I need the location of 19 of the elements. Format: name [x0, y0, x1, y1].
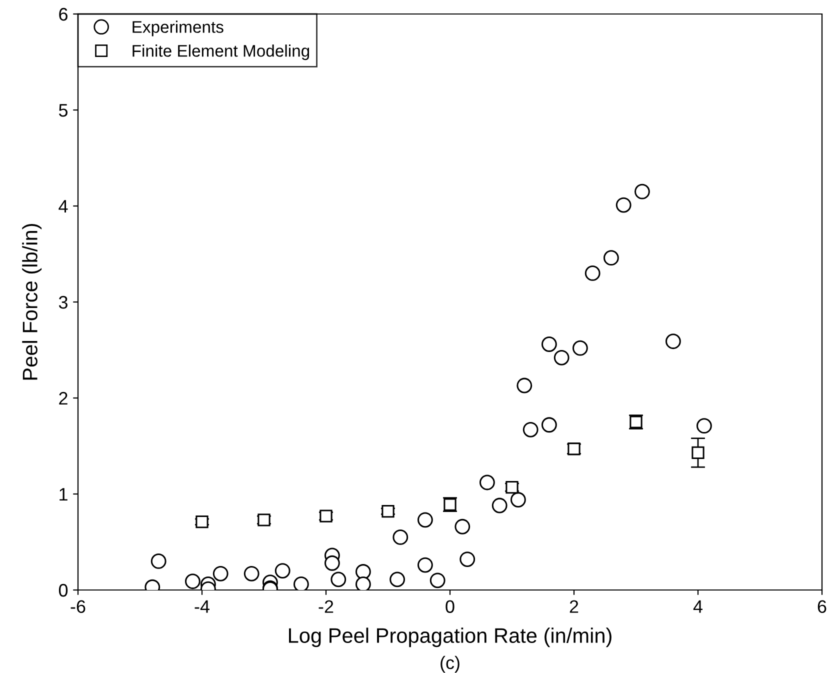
x-tick-label: 0: [446, 600, 454, 613]
x-tick-label: -2: [318, 600, 334, 613]
y-tick-label: 1: [60, 488, 68, 501]
text: (c): [440, 656, 460, 673]
x-tick-label: 4: [693, 600, 702, 613]
y-tick-label: 3: [58, 296, 68, 309]
x-tick-label: -4: [194, 600, 210, 613]
y-tick-label: 2: [59, 392, 68, 405]
x-axis-title: Log Peel Propagation Rate (in/min): [289, 628, 612, 648]
y-tick-label: 0: [58, 584, 68, 597]
legend-label: Finite Element Modeling: [132, 44, 310, 60]
x-tick-label: 6: [818, 600, 826, 613]
y-tick-label: 4: [58, 200, 68, 213]
x-tick-label: 2: [570, 600, 578, 613]
x-tick-label: -6: [70, 600, 86, 613]
y-axis-title: Peel Force (lb/in): [22, 224, 42, 380]
y-tick-label: 6: [59, 8, 68, 21]
y-tick-label: 5: [58, 104, 68, 117]
legend-label: Experiments: [132, 20, 224, 36]
